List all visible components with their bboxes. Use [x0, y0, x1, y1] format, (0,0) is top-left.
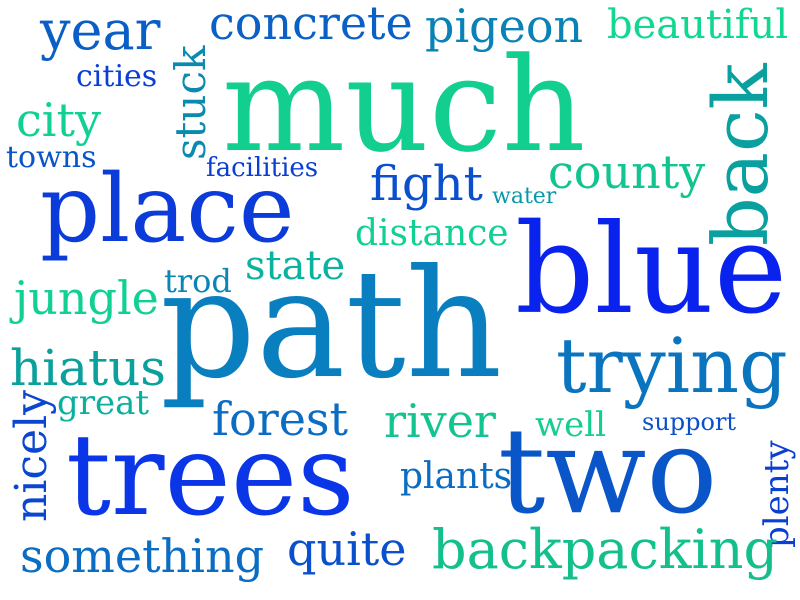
- word-county: county: [548, 145, 706, 199]
- word-stuck: stuck: [166, 45, 215, 160]
- word-cities: cities: [76, 59, 158, 94]
- word-concrete: concrete: [209, 0, 413, 50]
- word-backpacking: backpacking: [432, 518, 779, 581]
- word-trod: trod: [164, 262, 232, 300]
- word-nicely: nicely: [6, 389, 57, 522]
- word-hiatus: hiatus: [10, 339, 166, 397]
- word-facilities: facilities: [206, 153, 319, 183]
- word-state: state: [245, 243, 346, 289]
- word-blue: blue: [515, 198, 788, 342]
- word-distance: distance: [355, 213, 509, 254]
- word-much: much: [222, 29, 586, 181]
- word-beautiful: beautiful: [607, 2, 789, 48]
- word-water: water: [492, 184, 557, 209]
- word-jungle: jungle: [14, 271, 159, 325]
- word-forest: forest: [212, 392, 349, 446]
- word-well: well: [535, 405, 606, 445]
- word-year: year: [40, 0, 161, 62]
- word-towns: towns: [6, 140, 97, 175]
- word-trying: trying: [556, 321, 788, 410]
- word-pigeon: pigeon: [425, 0, 584, 53]
- word-place: place: [40, 155, 295, 264]
- word-support: support: [642, 408, 737, 436]
- word-back: back: [696, 63, 785, 246]
- word-plants: plants: [400, 456, 513, 497]
- word-quite: quite: [287, 522, 407, 576]
- word-trees: trees: [66, 411, 355, 541]
- word-path: path: [160, 238, 503, 412]
- word-city: city: [16, 93, 101, 147]
- word-great: great: [57, 383, 150, 423]
- word-fight: fight: [370, 156, 483, 212]
- word-something: something: [20, 529, 265, 583]
- word-two: two: [498, 402, 718, 540]
- word-river: river: [384, 394, 496, 448]
